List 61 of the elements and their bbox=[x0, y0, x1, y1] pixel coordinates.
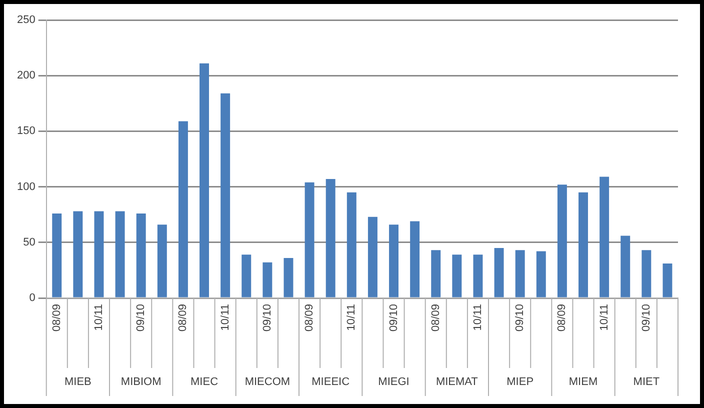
bar bbox=[452, 254, 462, 298]
bar bbox=[242, 254, 252, 298]
bar bbox=[431, 250, 441, 298]
bar bbox=[473, 254, 483, 298]
text: MIEP bbox=[506, 376, 534, 388]
text: MIBIOM bbox=[120, 376, 162, 388]
text: MIEM bbox=[568, 376, 598, 388]
bar bbox=[368, 216, 378, 298]
y-tick-label: 200 bbox=[16, 70, 36, 82]
x-tick-label: 10/11 bbox=[472, 304, 484, 331]
x-tick-label: 09/10 bbox=[640, 304, 652, 332]
bar bbox=[600, 176, 610, 298]
text: MIET bbox=[633, 376, 660, 388]
x-tick-label: 09/10 bbox=[514, 304, 526, 332]
bar bbox=[157, 224, 167, 298]
bar bbox=[410, 221, 420, 298]
bar bbox=[284, 258, 294, 298]
bar bbox=[494, 248, 504, 298]
bar bbox=[73, 211, 83, 298]
text: MIECOM bbox=[244, 376, 290, 388]
y-tick-label: 100 bbox=[16, 180, 36, 193]
x-tick-label: 08/09 bbox=[177, 304, 190, 332]
bar bbox=[389, 224, 398, 298]
bar bbox=[200, 63, 209, 298]
bar bbox=[557, 184, 567, 298]
bar bbox=[178, 121, 188, 298]
y-tick-label: 250 bbox=[16, 14, 36, 26]
bar bbox=[578, 192, 588, 298]
bar bbox=[262, 262, 272, 298]
bar bbox=[536, 251, 546, 298]
text: MIEGI bbox=[378, 376, 410, 388]
y-tick-label: 150 bbox=[16, 125, 36, 138]
bar bbox=[642, 250, 652, 298]
x-tick-label: 08/09 bbox=[430, 304, 442, 332]
bar bbox=[304, 182, 314, 298]
bar bbox=[136, 213, 146, 298]
bar bbox=[620, 236, 630, 298]
text: MIEEIC bbox=[312, 376, 350, 388]
text: MIEB bbox=[64, 376, 92, 388]
bar bbox=[115, 211, 125, 298]
x-tick-label: 09/10 bbox=[388, 304, 400, 332]
bar bbox=[515, 250, 525, 298]
x-tick-label: 10/11 bbox=[346, 304, 358, 331]
x-tick-label: 10/11 bbox=[598, 304, 610, 331]
text: MIEC bbox=[190, 376, 218, 388]
y-tick-label: 50 bbox=[23, 236, 36, 248]
x-tick-label: 09/10 bbox=[135, 304, 148, 332]
bar bbox=[346, 192, 356, 298]
bar bbox=[662, 264, 672, 298]
x-tick-label: 10/11 bbox=[219, 304, 232, 331]
bar bbox=[326, 179, 336, 298]
text: MIEMAT bbox=[436, 376, 478, 388]
x-tick-label: 09/10 bbox=[261, 304, 274, 332]
y-tick-label: 0 bbox=[29, 292, 36, 304]
x-tick-label: 08/09 bbox=[50, 304, 63, 332]
bar bbox=[52, 213, 62, 298]
x-tick-label: 08/09 bbox=[556, 304, 568, 332]
bar bbox=[220, 93, 230, 298]
bar bbox=[94, 211, 104, 298]
x-tick-label: 08/09 bbox=[304, 304, 316, 332]
x-tick-label: 10/11 bbox=[93, 304, 106, 331]
